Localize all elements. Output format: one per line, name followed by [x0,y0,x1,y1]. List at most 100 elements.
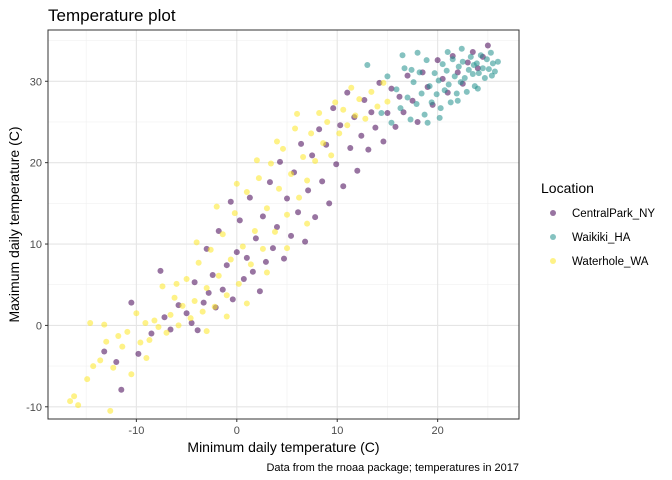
x-axis-ticks: -10 0 10 20 [128,419,444,437]
data-point [113,359,120,366]
data-point [273,223,280,230]
y-tick-label: -10 [26,402,42,414]
data-point [262,258,269,265]
data-point [128,371,135,378]
data-point [358,132,365,139]
data-point [259,245,266,252]
data-point [483,56,490,63]
data-point [326,200,333,207]
data-point [199,308,206,315]
legend-key [550,234,556,240]
data-point [101,321,108,328]
data-point [284,245,291,252]
data-point [142,319,149,326]
data-point [219,231,226,238]
data-point [179,302,186,309]
data-point [110,364,117,371]
data-point [423,57,430,64]
legend-label: Waterhole_WA [572,256,649,268]
data-point [441,87,448,94]
y-tick-label: 0 [36,320,42,332]
data-point [437,105,444,112]
data-point [151,317,158,324]
data-point [249,268,256,275]
data-point [195,259,202,266]
data-point [211,303,218,310]
data-point [481,75,488,82]
data-point [328,152,335,159]
data-point [388,85,395,92]
data-point [284,211,291,218]
data-point [337,122,344,129]
chart-title: Temperature plot [48,6,176,25]
data-point [312,214,319,221]
x-tick-label: 10 [331,425,343,437]
chart-caption: Data from the rnoaa package; temperature… [266,462,519,474]
data-point [424,119,431,126]
data-point [485,66,492,73]
data-point [434,57,441,64]
data-point [107,407,114,414]
data-point [302,238,309,245]
data-point [354,167,361,174]
data-point [227,198,234,205]
legend: Location CentralPark_NY Waikiki_HA Waterho… [541,180,655,268]
data-point [194,327,201,334]
data-point [308,130,315,137]
data-point [295,209,302,216]
data-point [137,339,144,346]
data-point [292,125,299,132]
data-point [443,67,450,74]
data-point [87,319,94,326]
data-point [251,228,258,235]
data-point [380,138,387,145]
data-point [243,300,250,307]
data-point [175,322,182,329]
data-point [246,194,253,201]
data-point [124,328,131,335]
data-point [252,235,259,242]
data-point [267,160,274,167]
data-point [316,126,323,133]
data-point [247,261,254,268]
data-point [235,280,242,287]
data-point [365,146,372,153]
data-point [333,161,340,168]
data-point [372,124,379,131]
legend-title: Location [541,180,594,196]
data-point [259,213,266,220]
data-point [309,152,316,159]
data-point [410,79,417,86]
legend-key [550,210,556,216]
data-point [279,145,286,152]
data-point [227,256,234,263]
data-point [90,363,97,370]
data-point [324,118,331,125]
data-point [319,178,326,185]
data-point [305,187,312,194]
data-point [284,195,291,202]
data-point [489,60,496,67]
legend-key [550,258,556,264]
data-point [431,70,438,77]
data-point [298,140,305,147]
data-point [469,48,476,55]
data-point [474,65,481,72]
data-point [276,158,283,165]
data-point [233,180,240,187]
data-point [340,106,347,113]
data-point [271,228,278,235]
data-point [362,115,369,122]
data-point [348,84,355,91]
data-point [393,86,400,93]
data-point [133,310,140,317]
data-point [465,66,472,73]
data-point [384,73,391,80]
data-point [191,297,198,304]
data-points [67,42,501,414]
data-point [188,319,195,326]
data-point [330,105,337,112]
y-tick-label: 10 [30,239,42,251]
data-point [380,79,387,86]
data-point [119,343,126,350]
